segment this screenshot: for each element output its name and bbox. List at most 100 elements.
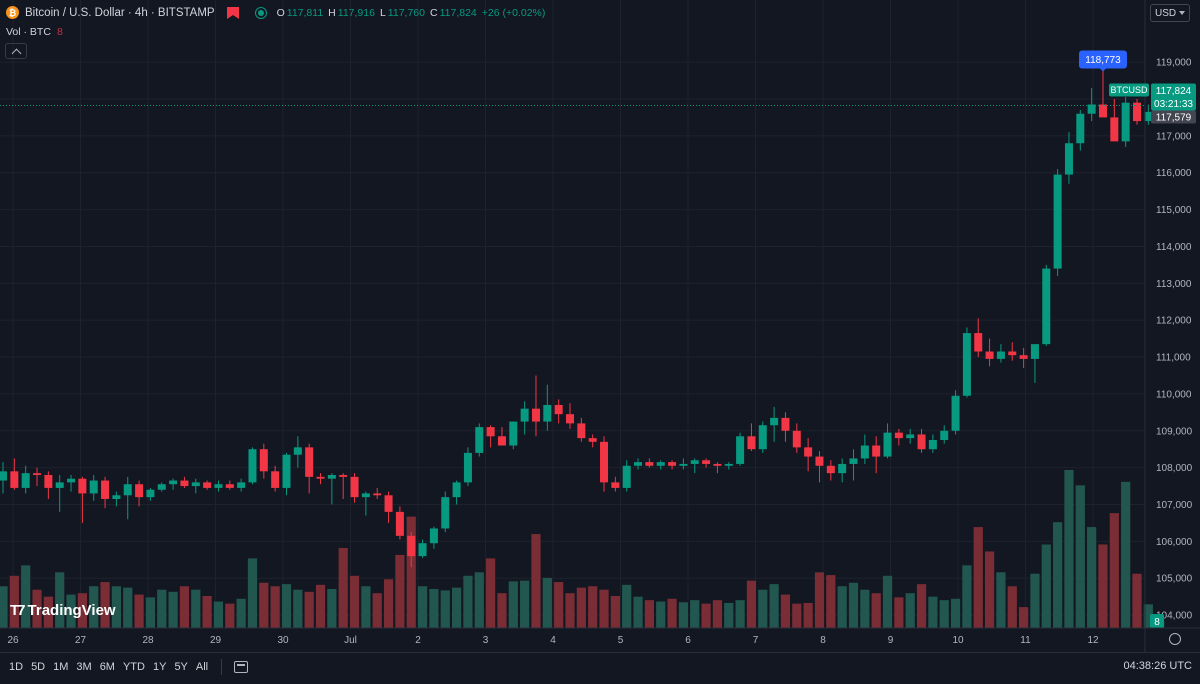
volume-bar: [792, 603, 802, 628]
countdown-value: 03:21:33: [1154, 99, 1193, 110]
high-marker-pointer: [1098, 67, 1107, 72]
volume-bar: [327, 589, 337, 628]
range-1m[interactable]: 1M: [53, 661, 69, 673]
volume-bar: [735, 600, 745, 628]
volume-value: 8: [56, 26, 63, 38]
candle: [1087, 104, 1096, 114]
candle: [157, 484, 166, 490]
candle: [452, 482, 461, 498]
volume-bar: [746, 580, 757, 628]
candle: [928, 439, 937, 450]
range-5y[interactable]: 5Y: [174, 661, 188, 673]
candle: [395, 511, 404, 536]
volume-bar: [633, 596, 643, 628]
candle: [497, 436, 506, 446]
range-1d[interactable]: 1D: [9, 661, 24, 673]
candle: [55, 482, 64, 488]
volume-bar: [1053, 522, 1063, 628]
range-1y[interactable]: 1Y: [152, 661, 167, 673]
volume-bar: [270, 586, 280, 628]
candle: [792, 430, 801, 448]
volume-bar: [1121, 481, 1131, 628]
price-tick-label: 110,000: [1156, 389, 1192, 400]
volume-bar: [871, 593, 881, 628]
candle: [33, 473, 42, 476]
volume-bar: [848, 582, 859, 628]
last-price-tag: [1151, 83, 1196, 111]
volume-bar: [417, 586, 428, 628]
volume-bar: [1007, 586, 1017, 628]
time-tick-label: 11: [1020, 635, 1031, 646]
volume-bar: [928, 596, 938, 628]
volume-bar: [576, 587, 586, 628]
candle: [429, 528, 438, 544]
range-ytd[interactable]: YTD: [122, 661, 145, 673]
volume-bar: [372, 593, 382, 628]
volume-bar: [191, 589, 201, 628]
chart-legend: ₿ Bitcoin / U.S. Dollar · 4h · BITSTAMP …: [6, 6, 548, 19]
candle: [566, 414, 574, 424]
time-tick-label: 27: [75, 635, 87, 646]
volume-bar: [554, 582, 564, 628]
volume-bar: [111, 586, 121, 628]
volume-bar: [486, 558, 496, 628]
symbol-title[interactable]: Bitcoin / U.S. Dollar · 4h · BITSTAMP: [25, 6, 215, 19]
candle: [770, 417, 779, 426]
candle: [463, 452, 472, 483]
range-6m[interactable]: 6M: [99, 661, 115, 673]
volume-bar: [123, 587, 133, 628]
candle: [917, 434, 926, 450]
range-3m[interactable]: 3M: [76, 661, 92, 673]
time-tick-label: 30: [277, 635, 289, 646]
volume-bar: [882, 575, 893, 628]
collapse-legend-button[interactable]: [5, 43, 27, 59]
currency-select[interactable]: USD: [1150, 4, 1190, 22]
price-tick-label: 112,000: [1156, 316, 1192, 327]
ohlc-values: O 117,811 H 117,916 L 117,760 C 117,824 +26 …: [276, 6, 546, 19]
volume-bar: [179, 586, 190, 628]
volume-bar: [565, 593, 575, 628]
candle: [1121, 102, 1130, 142]
volume-label: Vol · BTC: [6, 26, 51, 38]
volume-bar: [1087, 527, 1097, 628]
candle: [1133, 102, 1141, 122]
range-all[interactable]: All: [195, 661, 209, 673]
volume-bar: [213, 601, 224, 628]
candle: [180, 480, 189, 487]
time-tick-label: 2: [415, 635, 421, 646]
candle: [758, 425, 767, 450]
volume-bar: [21, 565, 31, 628]
volume-bar: [66, 594, 76, 628]
volume-bar: [89, 586, 99, 628]
calendar-icon[interactable]: [234, 661, 249, 673]
volume-bar: [622, 584, 632, 628]
flag-icon[interactable]: [226, 6, 239, 19]
volume-bar: [1132, 573, 1142, 628]
candle: [271, 471, 280, 488]
volume-bar: [0, 586, 8, 628]
volume-bar: [667, 598, 677, 628]
volume-bar: [1030, 573, 1040, 628]
volume-bar: [168, 591, 178, 628]
candle: [89, 480, 98, 494]
range-5d[interactable]: 5D: [31, 661, 46, 673]
chevron-down-icon: [1179, 11, 1185, 15]
volume-bar: [100, 582, 110, 628]
volume-bar: [55, 572, 65, 628]
volume-bar: [826, 575, 836, 628]
price-tick-label: 114,000: [1156, 242, 1192, 253]
utc-clock[interactable]: 04:38:26 UTC: [1123, 660, 1192, 672]
settings-gear-icon[interactable]: [1169, 633, 1181, 645]
volume-bar: [202, 595, 212, 628]
candle: [996, 351, 1005, 359]
volume-tag: [1150, 614, 1164, 628]
volume-legend: Vol · BTC 8: [6, 26, 63, 38]
candle: [146, 489, 155, 498]
candle: [509, 421, 518, 446]
candle: [781, 417, 790, 431]
price-chart[interactable]: 118,773 104,000 105,000 106,000 107,000 108,0…: [0, 0, 1200, 652]
symbol-price-tag: [1109, 83, 1149, 97]
volume-bar: [1109, 513, 1119, 628]
volume-bar: [678, 602, 688, 628]
tradingview-logo[interactable]: T7 TradingView: [10, 602, 116, 619]
